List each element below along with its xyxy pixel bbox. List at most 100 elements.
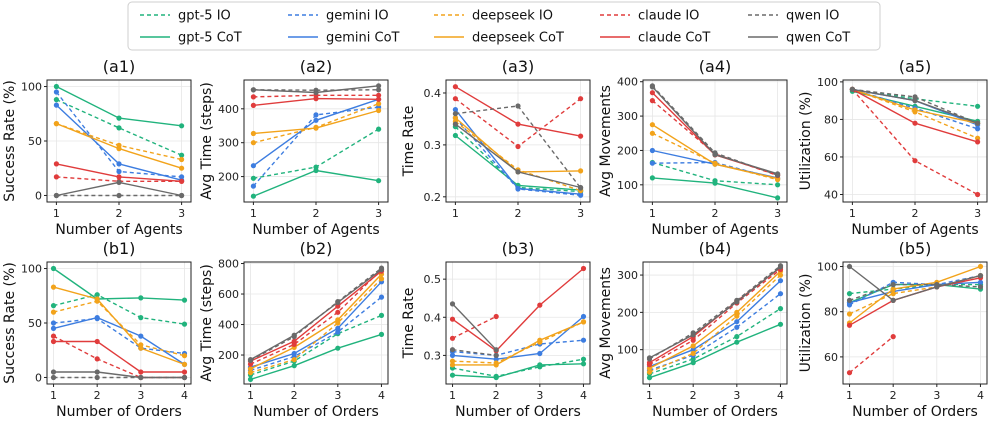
data-point bbox=[646, 365, 653, 371]
series-line bbox=[53, 317, 185, 355]
data-point bbox=[649, 98, 656, 104]
y-tick-label: 100 bbox=[617, 179, 638, 192]
data-point bbox=[53, 83, 60, 90]
panel-a1: 0 50 100 1 2 3 (a1) Number of Agents Success Rat… bbox=[2, 57, 192, 238]
series-gpt5-cot bbox=[53, 83, 185, 129]
series-line bbox=[452, 339, 584, 357]
data-point bbox=[250, 175, 256, 181]
x-tick-label: 3 bbox=[974, 207, 981, 220]
data-point bbox=[449, 362, 456, 368]
panel-title: (a3) bbox=[502, 57, 534, 76]
x-tick-label: 4 bbox=[181, 389, 188, 402]
data-point bbox=[378, 312, 385, 318]
data-point bbox=[734, 319, 740, 325]
x-tick-label: 4 bbox=[580, 389, 587, 402]
data-point bbox=[376, 126, 382, 132]
legend-entry-qwen-cot: qwen CoT bbox=[748, 31, 850, 46]
y-tick-label: 0 bbox=[35, 371, 42, 384]
panel-title: (b2) bbox=[300, 239, 333, 258]
data-point bbox=[846, 297, 853, 303]
series-line bbox=[849, 265, 981, 302]
data-point bbox=[580, 337, 587, 343]
series-gpt5-cot bbox=[649, 175, 781, 201]
data-point bbox=[376, 178, 382, 184]
y-tick-label: 80 bbox=[824, 306, 838, 319]
data-point bbox=[53, 89, 60, 95]
y-tick-label: 200 bbox=[218, 349, 239, 362]
data-point bbox=[975, 120, 981, 126]
y-tick-label: 200 bbox=[617, 144, 638, 157]
data-point bbox=[975, 191, 981, 198]
data-point bbox=[179, 178, 185, 184]
data-point bbox=[690, 337, 696, 343]
data-point bbox=[50, 325, 57, 331]
x-tick-label: 4 bbox=[977, 389, 984, 402]
legend-entry-gpt5-cot: gpt-5 CoT bbox=[140, 31, 242, 46]
x-axis-label: Number of Orders bbox=[852, 404, 978, 420]
panel-a2: 200 300 400 1 2 3 (a2) Number of Agents Avg Time… bbox=[199, 57, 389, 238]
data-point bbox=[712, 161, 718, 167]
data-point bbox=[247, 366, 254, 372]
data-point bbox=[493, 356, 499, 362]
series-line bbox=[452, 321, 584, 366]
series-line bbox=[649, 308, 781, 375]
series-deepseek-io bbox=[646, 272, 784, 375]
data-point bbox=[975, 135, 981, 141]
series-line bbox=[452, 315, 584, 360]
data-point bbox=[734, 339, 740, 345]
data-point bbox=[250, 94, 256, 100]
data-point bbox=[515, 185, 521, 192]
series-line bbox=[649, 266, 781, 359]
data-point bbox=[690, 347, 696, 353]
series-line bbox=[849, 336, 894, 374]
series-line bbox=[56, 98, 182, 156]
panel-a3: 0.2 0.3 0.4 1 2 3 (a3) Time Rate bbox=[401, 57, 591, 220]
series-line bbox=[849, 274, 981, 306]
data-point bbox=[250, 130, 256, 137]
data-point bbox=[493, 313, 499, 320]
data-point bbox=[890, 282, 896, 288]
data-point bbox=[646, 355, 653, 361]
data-point bbox=[94, 369, 100, 375]
series-line bbox=[452, 349, 497, 357]
x-tick-label: 3 bbox=[536, 389, 543, 402]
data-point bbox=[846, 311, 853, 317]
series-line bbox=[250, 296, 382, 371]
data-point bbox=[138, 315, 144, 321]
data-point bbox=[138, 374, 144, 381]
y-tick-label: 60 bbox=[824, 151, 838, 164]
data-point bbox=[690, 332, 696, 338]
y-tick-label: 50 bbox=[28, 135, 42, 148]
data-point bbox=[712, 180, 718, 186]
x-tick-label: 1 bbox=[452, 207, 459, 220]
data-point bbox=[138, 369, 144, 375]
data-point bbox=[50, 320, 57, 326]
data-point bbox=[777, 278, 784, 284]
data-point bbox=[646, 369, 653, 375]
data-point bbox=[649, 147, 656, 154]
data-point bbox=[890, 286, 896, 292]
data-point bbox=[335, 303, 341, 309]
legend-entry-gemini-cot: gemini CoT bbox=[288, 31, 400, 46]
series-line bbox=[53, 267, 185, 301]
series-qwen-cot bbox=[846, 263, 984, 303]
series-line bbox=[250, 278, 382, 374]
data-point bbox=[313, 112, 319, 118]
x-tick-label: 1 bbox=[649, 207, 656, 220]
data-point bbox=[493, 352, 499, 358]
data-point bbox=[291, 357, 297, 363]
data-point bbox=[291, 350, 297, 357]
data-point bbox=[515, 121, 521, 127]
data-point bbox=[313, 89, 319, 96]
data-point bbox=[712, 152, 718, 158]
data-point bbox=[977, 263, 984, 270]
data-point bbox=[50, 265, 57, 272]
series-deepseek-cot bbox=[649, 122, 781, 182]
data-point bbox=[690, 343, 696, 349]
data-point bbox=[376, 96, 382, 102]
data-point bbox=[580, 319, 587, 325]
data-point bbox=[335, 329, 341, 335]
y-axis-label: Utilization (%) bbox=[798, 274, 814, 373]
data-point bbox=[649, 130, 656, 136]
data-point bbox=[449, 316, 456, 322]
